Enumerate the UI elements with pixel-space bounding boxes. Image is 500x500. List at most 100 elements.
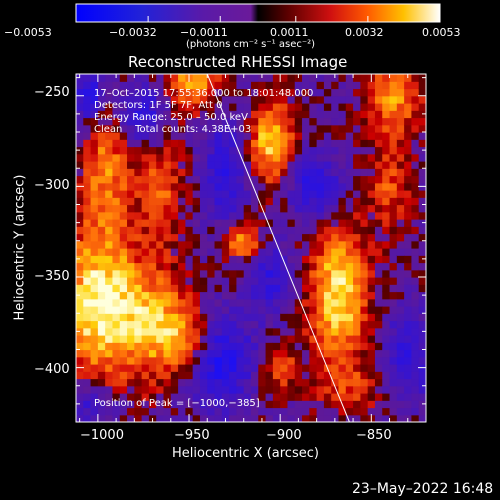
heatmap-cell (353, 378, 361, 387)
heatmap-cell (411, 248, 420, 256)
heatmap-cell (338, 175, 347, 184)
heatmap-cell (345, 204, 354, 213)
heatmap-cell (134, 95, 143, 104)
heatmap-cell (229, 269, 238, 278)
heatmap-cell (309, 342, 318, 351)
heatmap-cell (302, 291, 310, 300)
heatmap-cell (105, 248, 114, 256)
heatmap-cell (258, 233, 267, 242)
heatmap-cell (404, 132, 413, 140)
heatmap-cell (331, 88, 340, 97)
heatmap-cell (141, 211, 150, 220)
heatmap-cell (302, 342, 310, 351)
heatmap-cell (272, 153, 281, 162)
heatmap-cell (134, 364, 143, 372)
heatmap-cell (265, 103, 274, 111)
heatmap-cell (163, 132, 172, 140)
heatmap-cell (389, 153, 398, 162)
heatmap-cell (265, 95, 274, 104)
heatmap-cell (243, 219, 252, 227)
heatmap-cell (97, 204, 106, 213)
colorbar-gradient (75, 3, 441, 23)
heatmap-cell (338, 204, 347, 213)
heatmap-cell (156, 219, 165, 227)
heatmap-cell (141, 219, 150, 227)
heatmap-cell (323, 255, 332, 264)
heatmap-cell (214, 233, 223, 242)
heatmap-cell (148, 110, 157, 119)
heatmap-cell (374, 378, 383, 387)
heatmap-cell (178, 204, 186, 213)
heatmap-cell (353, 146, 361, 155)
heatmap-cell (229, 161, 238, 169)
heatmap-cell (309, 117, 318, 126)
heatmap-cell (411, 219, 420, 227)
heatmap-cell (156, 320, 165, 329)
heatmap-cell (236, 356, 245, 365)
heatmap-cell (382, 132, 391, 140)
heatmap-cell (251, 139, 259, 148)
heatmap-cell (141, 132, 150, 140)
heatmap-cell (251, 197, 259, 206)
heatmap-cell (280, 81, 289, 90)
heatmap-cell (229, 124, 238, 133)
heatmap-cell (345, 349, 354, 358)
heatmap-cell (302, 161, 310, 169)
heatmap-cell (163, 393, 172, 401)
heatmap-cell (258, 349, 267, 358)
heatmap-cell (287, 342, 296, 351)
heatmap-cell (251, 132, 259, 140)
heatmap-cell (418, 335, 426, 343)
heatmap-cell (353, 255, 361, 264)
heatmap-cell (127, 95, 135, 104)
heatmap-cell (141, 190, 150, 198)
heatmap-cell (418, 385, 426, 394)
heatmap-cell (178, 356, 186, 365)
heatmap-cell (309, 88, 318, 97)
heatmap-cell (404, 400, 413, 409)
heatmap-cell (302, 211, 310, 220)
heatmap-cell (105, 327, 114, 336)
heatmap-cell (280, 356, 289, 365)
heatmap-cell (221, 313, 230, 322)
heatmap-cell (316, 197, 325, 206)
heatmap-cell (280, 248, 289, 256)
heatmap-cell (192, 327, 201, 336)
heatmap-cell (141, 182, 150, 191)
heatmap-cell (331, 255, 340, 264)
heatmap-cell (119, 204, 128, 213)
heatmap-cell (258, 407, 267, 416)
heatmap-cell (214, 161, 223, 169)
heatmap-cell (331, 153, 340, 162)
heatmap-cell (258, 364, 267, 372)
heatmap-cell (404, 327, 413, 336)
heatmap-cell (127, 335, 135, 343)
heatmap-cell (345, 262, 354, 271)
heatmap-cell (236, 117, 245, 126)
heatmap-cell (280, 364, 289, 372)
heatmap-cell (309, 95, 318, 104)
heatmap-cell (199, 168, 208, 177)
heatmap-cell (236, 124, 245, 133)
heatmap-cell (331, 161, 340, 169)
heatmap-cell (287, 81, 296, 90)
heatmap-cell (251, 226, 259, 235)
heatmap-cell (367, 204, 376, 213)
heatmap-cell (170, 146, 179, 155)
heatmap-cell (243, 327, 252, 336)
heatmap-cell (331, 306, 340, 314)
heatmap-cell (119, 211, 128, 220)
heatmap-cell (258, 168, 267, 177)
heatmap-cell (331, 95, 340, 104)
heatmap-cell (360, 291, 369, 300)
heatmap-cell (331, 327, 340, 336)
heatmap-cell (90, 255, 99, 264)
heatmap-cell (163, 226, 172, 235)
heatmap-cell (316, 407, 325, 416)
heatmap-cell (236, 400, 245, 409)
heatmap-cell (148, 88, 157, 97)
heatmap-cell (229, 342, 238, 351)
heatmap-cell (178, 269, 186, 278)
heatmap-cell (280, 291, 289, 300)
heatmap-cell (229, 153, 238, 162)
